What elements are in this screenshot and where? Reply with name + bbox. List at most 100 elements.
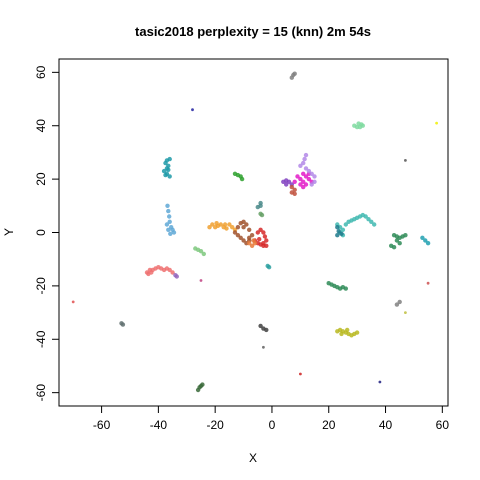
data-point <box>303 174 309 179</box>
data-point <box>298 163 303 168</box>
data-point <box>238 235 243 240</box>
data-point <box>265 263 270 269</box>
data-point <box>262 234 268 239</box>
data-point <box>292 191 297 196</box>
data-point <box>164 222 170 227</box>
x-tick-label: 60 <box>436 418 450 432</box>
data-point <box>161 168 167 174</box>
data-point <box>249 243 255 248</box>
data-point <box>292 179 297 184</box>
data-point <box>199 279 203 282</box>
y-tick-label: 60 <box>34 65 48 79</box>
data-point <box>262 345 265 349</box>
data-point <box>171 230 177 235</box>
chart-title: tasic2018 perplexity = 15 (knn) 2m 54s <box>135 24 371 39</box>
data-point <box>340 227 346 232</box>
data-point <box>298 182 303 187</box>
y-axis-label: Y <box>2 228 16 236</box>
data-point <box>224 226 229 231</box>
data-point <box>255 204 260 210</box>
data-point <box>235 233 241 238</box>
data-point <box>309 171 314 176</box>
data-point <box>336 229 341 234</box>
data-point <box>397 299 402 305</box>
data-point <box>366 217 371 222</box>
x-axis: -60 -40 -20 0 20 40 60 <box>93 405 450 432</box>
data-point <box>163 172 168 178</box>
data-point <box>198 249 204 254</box>
data-point <box>292 71 297 76</box>
data-point <box>298 176 303 182</box>
data-point <box>120 322 126 327</box>
data-point <box>167 219 172 224</box>
data-point <box>312 174 317 179</box>
data-point <box>241 225 246 230</box>
data-point <box>302 156 307 162</box>
data-point <box>372 222 377 227</box>
data-point <box>201 251 206 257</box>
data-point <box>259 212 265 218</box>
data-point <box>335 233 340 238</box>
data-point <box>391 245 397 250</box>
data-point <box>345 327 350 333</box>
data-point <box>247 241 252 246</box>
data-point <box>258 227 263 232</box>
data-point <box>404 311 407 314</box>
data-point <box>356 121 361 126</box>
data-point <box>235 225 241 230</box>
data-point <box>397 241 402 246</box>
data-point <box>241 219 246 224</box>
data-point <box>244 222 249 227</box>
y-tick-label: -20 <box>34 277 48 295</box>
data-point <box>303 166 309 171</box>
data-point <box>255 230 260 235</box>
data-point <box>232 230 238 235</box>
data-point <box>403 233 408 238</box>
data-point <box>264 327 269 333</box>
data-point <box>299 372 302 376</box>
points-layer <box>71 71 438 393</box>
data-point <box>163 160 168 166</box>
data-point <box>258 323 263 329</box>
data-point <box>168 231 173 236</box>
y-tick-label: -40 <box>34 330 48 348</box>
data-point <box>167 174 172 179</box>
data-point <box>306 168 312 174</box>
data-point <box>292 187 297 192</box>
data-point <box>435 121 438 125</box>
data-point <box>241 238 246 243</box>
y-tick-label: 40 <box>34 119 48 133</box>
data-point <box>354 330 360 335</box>
data-point <box>378 380 382 384</box>
data-point <box>301 179 306 184</box>
x-tick-label: -20 <box>206 418 224 432</box>
data-point <box>207 225 212 230</box>
data-point <box>247 227 252 232</box>
data-point <box>425 241 431 246</box>
data-point <box>394 302 400 307</box>
y-tick-label: -60 <box>34 384 48 402</box>
data-point <box>227 222 232 227</box>
y-tick-label: 20 <box>34 172 48 186</box>
data-point <box>369 219 374 224</box>
data-point <box>214 221 219 226</box>
data-point <box>166 227 171 232</box>
data-point <box>167 267 172 273</box>
data-point <box>303 182 309 187</box>
data-point <box>174 274 179 279</box>
x-tick-label: 20 <box>322 418 336 432</box>
data-point <box>200 382 205 387</box>
data-point <box>167 156 172 162</box>
data-point <box>339 231 344 236</box>
data-point <box>312 179 317 184</box>
data-point <box>404 159 407 162</box>
data-point <box>251 238 256 243</box>
data-point <box>165 203 170 208</box>
data-point <box>303 152 309 158</box>
data-point <box>301 171 306 176</box>
data-point <box>301 160 306 166</box>
data-point <box>394 238 400 243</box>
x-tick-label: 40 <box>379 418 393 432</box>
data-point <box>264 238 269 243</box>
